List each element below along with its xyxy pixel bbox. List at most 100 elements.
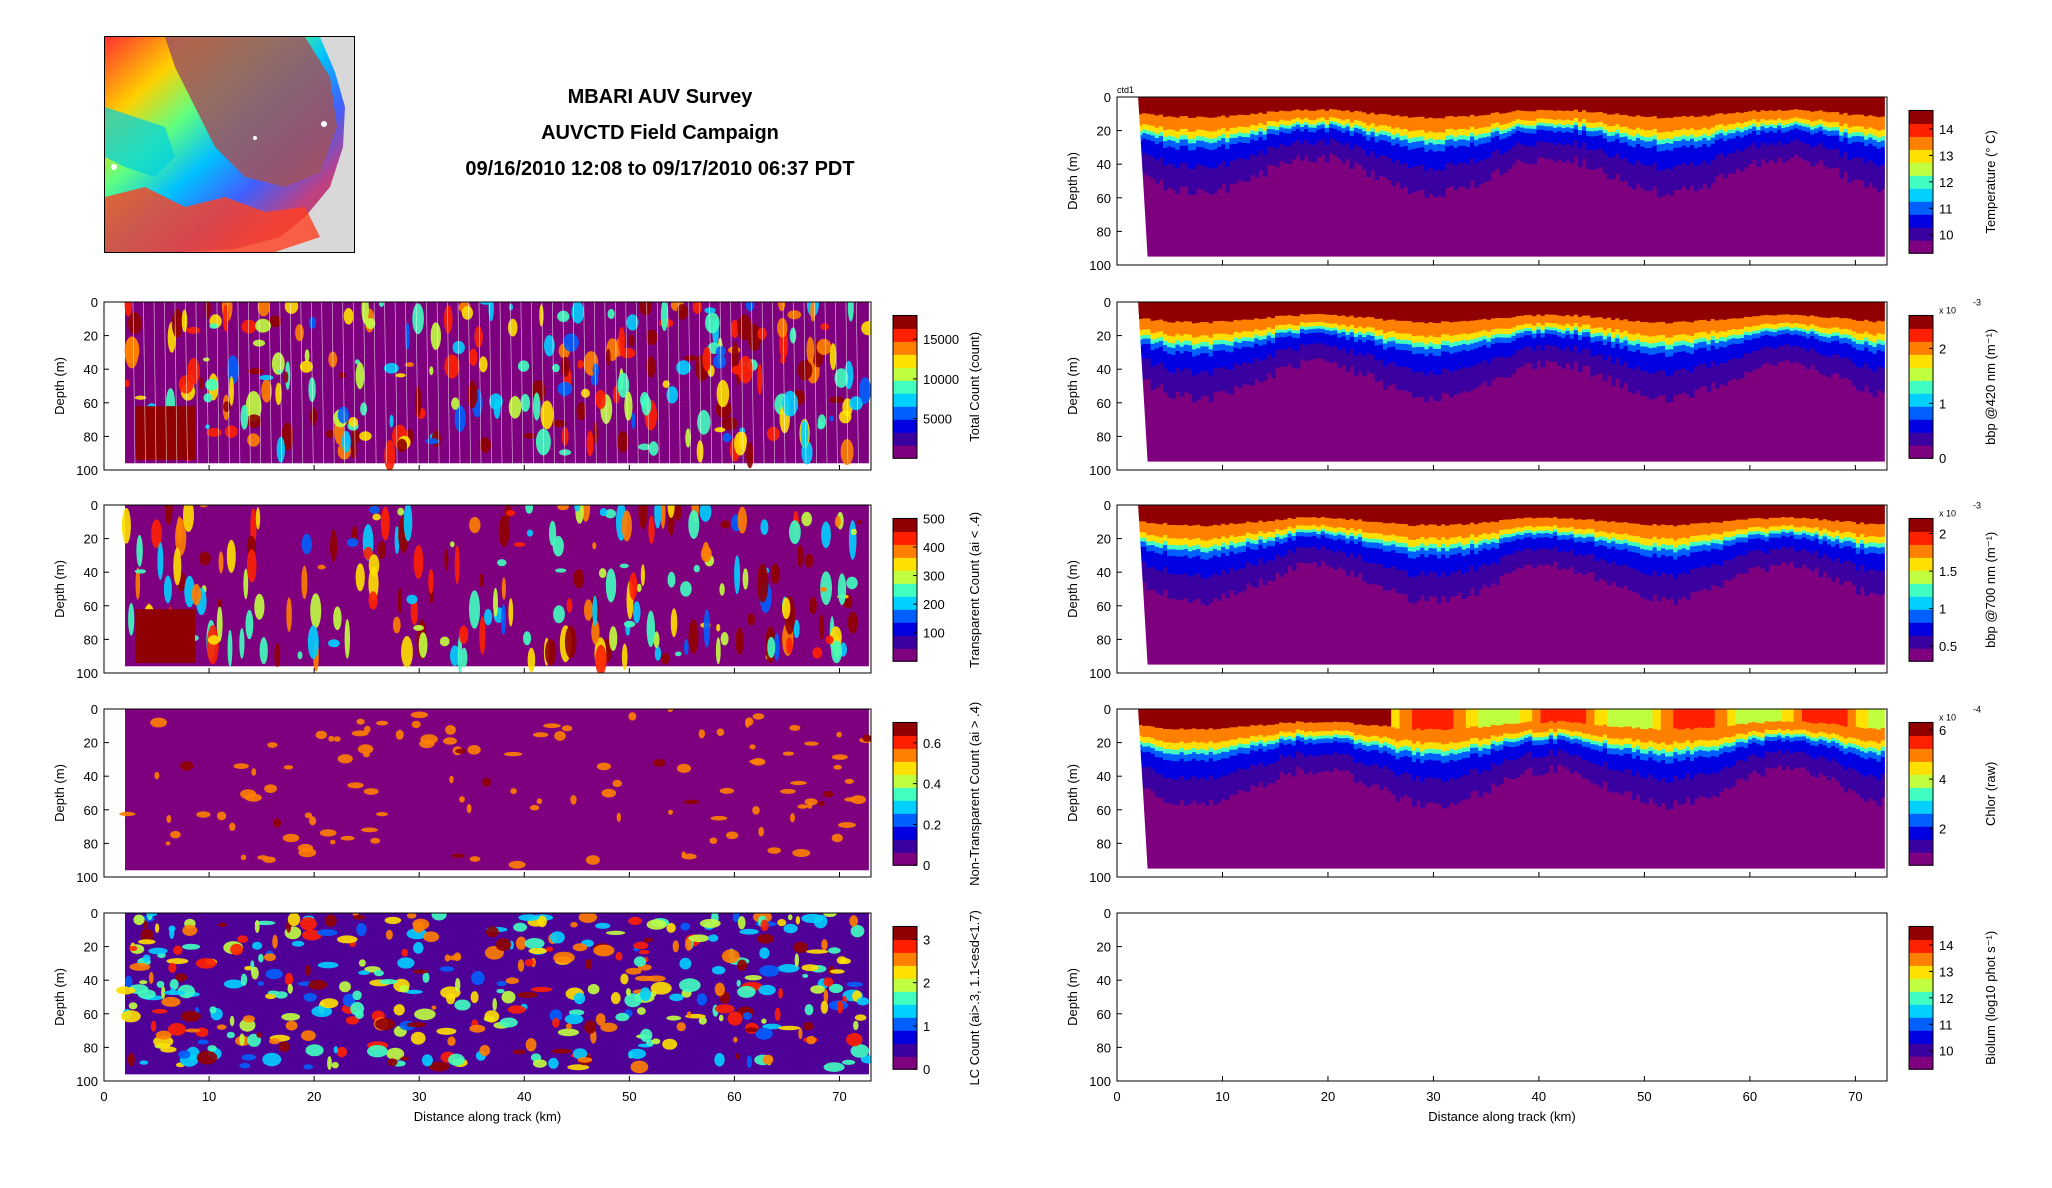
contour-band [1777, 346, 1782, 363]
data-blob [284, 972, 294, 986]
contour-band [1225, 137, 1230, 143]
contour-band [1179, 342, 1185, 348]
contour-band [1660, 544, 1666, 549]
contour-band [1245, 127, 1251, 134]
contour-band [1507, 519, 1513, 530]
contour-band [1743, 97, 1749, 113]
contour-band [1606, 132, 1612, 137]
contour-band [1465, 505, 1471, 526]
depth-tick-label: 80 [84, 632, 98, 647]
contour-band [1378, 97, 1384, 115]
contour-band [1594, 341, 1600, 356]
contour-band [1316, 526, 1322, 532]
contour-band [1544, 302, 1550, 315]
contour-band [1536, 345, 1542, 361]
contour-band [1702, 534, 1708, 542]
data-blob [654, 505, 662, 529]
contour-band [1486, 158, 1492, 181]
data-blob [734, 555, 741, 595]
contour-band [1669, 573, 1674, 599]
contour-band [1727, 133, 1732, 140]
contour-band [1619, 544, 1625, 551]
contour-band [1623, 330, 1629, 338]
contour-band [1507, 542, 1513, 556]
data-blob [142, 954, 151, 963]
data-blob [762, 1054, 774, 1065]
data-blob [412, 969, 429, 974]
contour-band [1822, 121, 1828, 127]
data-blob [828, 947, 841, 954]
data-blob [180, 761, 194, 771]
contour-band [1723, 156, 1728, 179]
data-blob [718, 1014, 724, 1022]
colorbar-segment [893, 393, 917, 407]
contour-band [1366, 316, 1372, 328]
contour-band [1245, 562, 1251, 583]
colorbar-tick-label: 13 [1939, 148, 1953, 163]
contour-band [1494, 522, 1500, 535]
contour-band [1673, 505, 1679, 527]
contour-band [1428, 547, 1434, 556]
contour-band [1200, 577, 1206, 605]
contour-band [1548, 302, 1554, 316]
contour-band [1432, 139, 1438, 146]
data-blob [648, 441, 659, 456]
contour-band [1424, 118, 1430, 134]
contour-band [1652, 116, 1658, 130]
contour-band [1229, 321, 1235, 336]
contour-band [1258, 122, 1264, 129]
contour-band [1432, 537, 1438, 545]
contour-band [1760, 331, 1766, 337]
contour-band [1631, 140, 1637, 148]
contour-band [1221, 97, 1226, 117]
data-blob [311, 1005, 333, 1018]
contour-band [1416, 136, 1421, 142]
data-blob [676, 763, 692, 774]
contour-band [1424, 344, 1430, 350]
contour-band [1453, 334, 1459, 343]
contour-band [1714, 349, 1720, 367]
contour-band [1561, 338, 1567, 352]
contour-band [1270, 521, 1276, 533]
contour-band [1499, 556, 1504, 576]
contour-band [1752, 97, 1757, 111]
contour-band [1665, 302, 1670, 325]
colorbar-label: Total Count (count) [967, 332, 982, 442]
contour-band [1345, 543, 1351, 558]
contour-band [1635, 137, 1641, 145]
contour-band [1565, 551, 1571, 570]
data-blob [585, 958, 593, 970]
data-blob [264, 784, 277, 793]
contour-band [1416, 148, 1421, 167]
contour-band [1167, 135, 1172, 141]
data-blob [206, 427, 222, 437]
contour-band [1635, 505, 1641, 525]
contour-band [1781, 124, 1786, 129]
contour-band [1843, 302, 1849, 319]
contour-band [1333, 139, 1338, 156]
contour-band [1337, 118, 1342, 124]
contour-band [1814, 302, 1820, 318]
data-blob [272, 934, 278, 949]
contour-band [1420, 524, 1425, 538]
data-blob [239, 1062, 251, 1069]
contour-band [1826, 318, 1832, 330]
contour-band [1635, 302, 1641, 322]
contour-band [1665, 97, 1670, 119]
contour-band [1357, 302, 1363, 318]
contour-band [1474, 332, 1479, 339]
contour-band [1366, 97, 1372, 115]
contour-band [1150, 535, 1156, 542]
contour-band [1818, 143, 1824, 161]
data-blob [756, 563, 769, 603]
contour-band [1167, 97, 1172, 117]
contour-band [1557, 535, 1562, 541]
data-blob [831, 640, 842, 664]
contour-band [1436, 97, 1442, 119]
contour-band [1486, 142, 1492, 159]
contour-band [1785, 110, 1791, 121]
contour-band [1577, 340, 1583, 354]
data-blob [703, 609, 711, 648]
contour-band [1436, 344, 1442, 350]
contour-band [1183, 537, 1189, 546]
